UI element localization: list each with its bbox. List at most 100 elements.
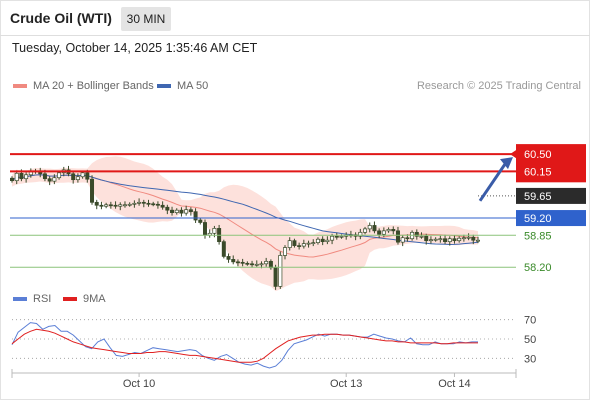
candle-body (428, 239, 433, 242)
candle-body (75, 176, 80, 181)
candle-body (188, 209, 193, 213)
candle-body (259, 263, 264, 266)
candle-body (99, 204, 104, 207)
candle-body (315, 238, 320, 243)
bollinger-band-area (12, 156, 478, 292)
candle-body (386, 229, 391, 232)
legend-9ma-swatch (63, 297, 77, 301)
candle-body (122, 204, 127, 207)
legend-rsi-swatch (13, 297, 27, 301)
candle-body (283, 247, 288, 256)
candle-body (141, 201, 146, 204)
candle-body (367, 225, 372, 230)
x-tick-label: Oct 14 (438, 378, 470, 390)
candle-body (160, 204, 165, 208)
candle-body (198, 219, 203, 223)
candle-body (212, 228, 217, 234)
candle-body (184, 209, 189, 214)
candle-body (306, 242, 311, 245)
candle-body (466, 236, 471, 239)
rsi-tick-label-50: 50 (524, 334, 536, 346)
legend-ma50-swatch (157, 84, 171, 88)
candle-body (57, 172, 62, 179)
candle-body (245, 262, 250, 265)
candle-body (52, 177, 57, 182)
price-label-58-20: 58.20 (524, 262, 552, 274)
candle-body (231, 259, 236, 263)
candle-body (132, 202, 137, 205)
x-tick-label: Oct 13 (330, 378, 362, 390)
candle-body (174, 209, 179, 213)
copyright-text: Research © 2025 Trading Central (416, 80, 581, 92)
candle-body (254, 263, 259, 266)
resistance-label-pointer (510, 150, 516, 159)
legend-ma50-label: MA 50 (177, 80, 209, 92)
candle-body (170, 209, 175, 213)
candle-body (24, 174, 29, 180)
forecast-arrow-shaft (478, 163, 507, 202)
resistance-label-box (516, 144, 586, 183)
legend-ma20: MA 20 + Bollinger Bands (13, 80, 154, 92)
candle-body (90, 178, 95, 203)
legend-9ma-label: 9MA (83, 293, 106, 305)
candle-body (47, 178, 52, 182)
rsi-tick-label-30: 30 (524, 353, 536, 365)
candle-body (202, 222, 207, 236)
candle-body (452, 238, 457, 242)
candle-body (85, 172, 90, 180)
candle-body (71, 173, 76, 181)
candle-body (461, 237, 466, 240)
last-price-label: 59.65 (524, 191, 552, 203)
candle-body (264, 260, 269, 265)
candle-body (405, 237, 410, 240)
header-divider (0, 35, 590, 36)
timeframe-badge[interactable]: 30 MIN (121, 7, 171, 31)
rsi-series-rsi (11, 322, 478, 369)
candle-body (42, 173, 47, 180)
candle-body (443, 238, 448, 243)
candle-body (155, 203, 160, 206)
ma50-line (11, 174, 479, 246)
candle-body (395, 230, 400, 243)
legend-ma20-label: MA 20 + Bollinger Bands (33, 80, 154, 92)
candle-body (179, 209, 184, 214)
candle-body (118, 204, 123, 207)
candle-body (221, 241, 226, 257)
candle-body (320, 238, 325, 243)
candle-body (457, 237, 462, 242)
candle-body (104, 204, 109, 207)
price-label-58-85: 58.85 (524, 230, 552, 242)
candle-body (292, 240, 297, 246)
candle-body (339, 235, 344, 238)
legend-rsi-label: RSI (33, 293, 52, 305)
candle-body (108, 204, 113, 207)
timestamp: Tuesday, October 14, 2025 1:35:46 AM CET (12, 41, 258, 55)
legend-ma50: MA 50 (157, 80, 208, 92)
candle-body (146, 202, 151, 205)
last-price-box (516, 187, 586, 204)
legend-rsi: RSI (13, 293, 51, 305)
candle-body (419, 235, 424, 238)
candle-body (311, 242, 316, 244)
candle-body (325, 239, 330, 243)
candle-body (433, 238, 438, 241)
candle-body (226, 256, 231, 260)
candle-body (250, 263, 255, 266)
legend-ma20-swatch (13, 84, 27, 88)
candle-body (235, 261, 240, 264)
rsi-series-9ma (11, 328, 478, 363)
candle-body (273, 267, 278, 287)
candle-body (113, 204, 118, 207)
candle-body (447, 238, 452, 243)
candle-body (287, 240, 292, 248)
candle-body (476, 239, 480, 242)
candle-body (377, 230, 382, 235)
candle-body (137, 201, 142, 204)
candle-body (381, 230, 386, 235)
candle-body (10, 177, 14, 182)
candle-body (240, 261, 245, 264)
candle-body (330, 235, 335, 241)
candle-body (358, 231, 363, 237)
candle-body (297, 245, 302, 247)
